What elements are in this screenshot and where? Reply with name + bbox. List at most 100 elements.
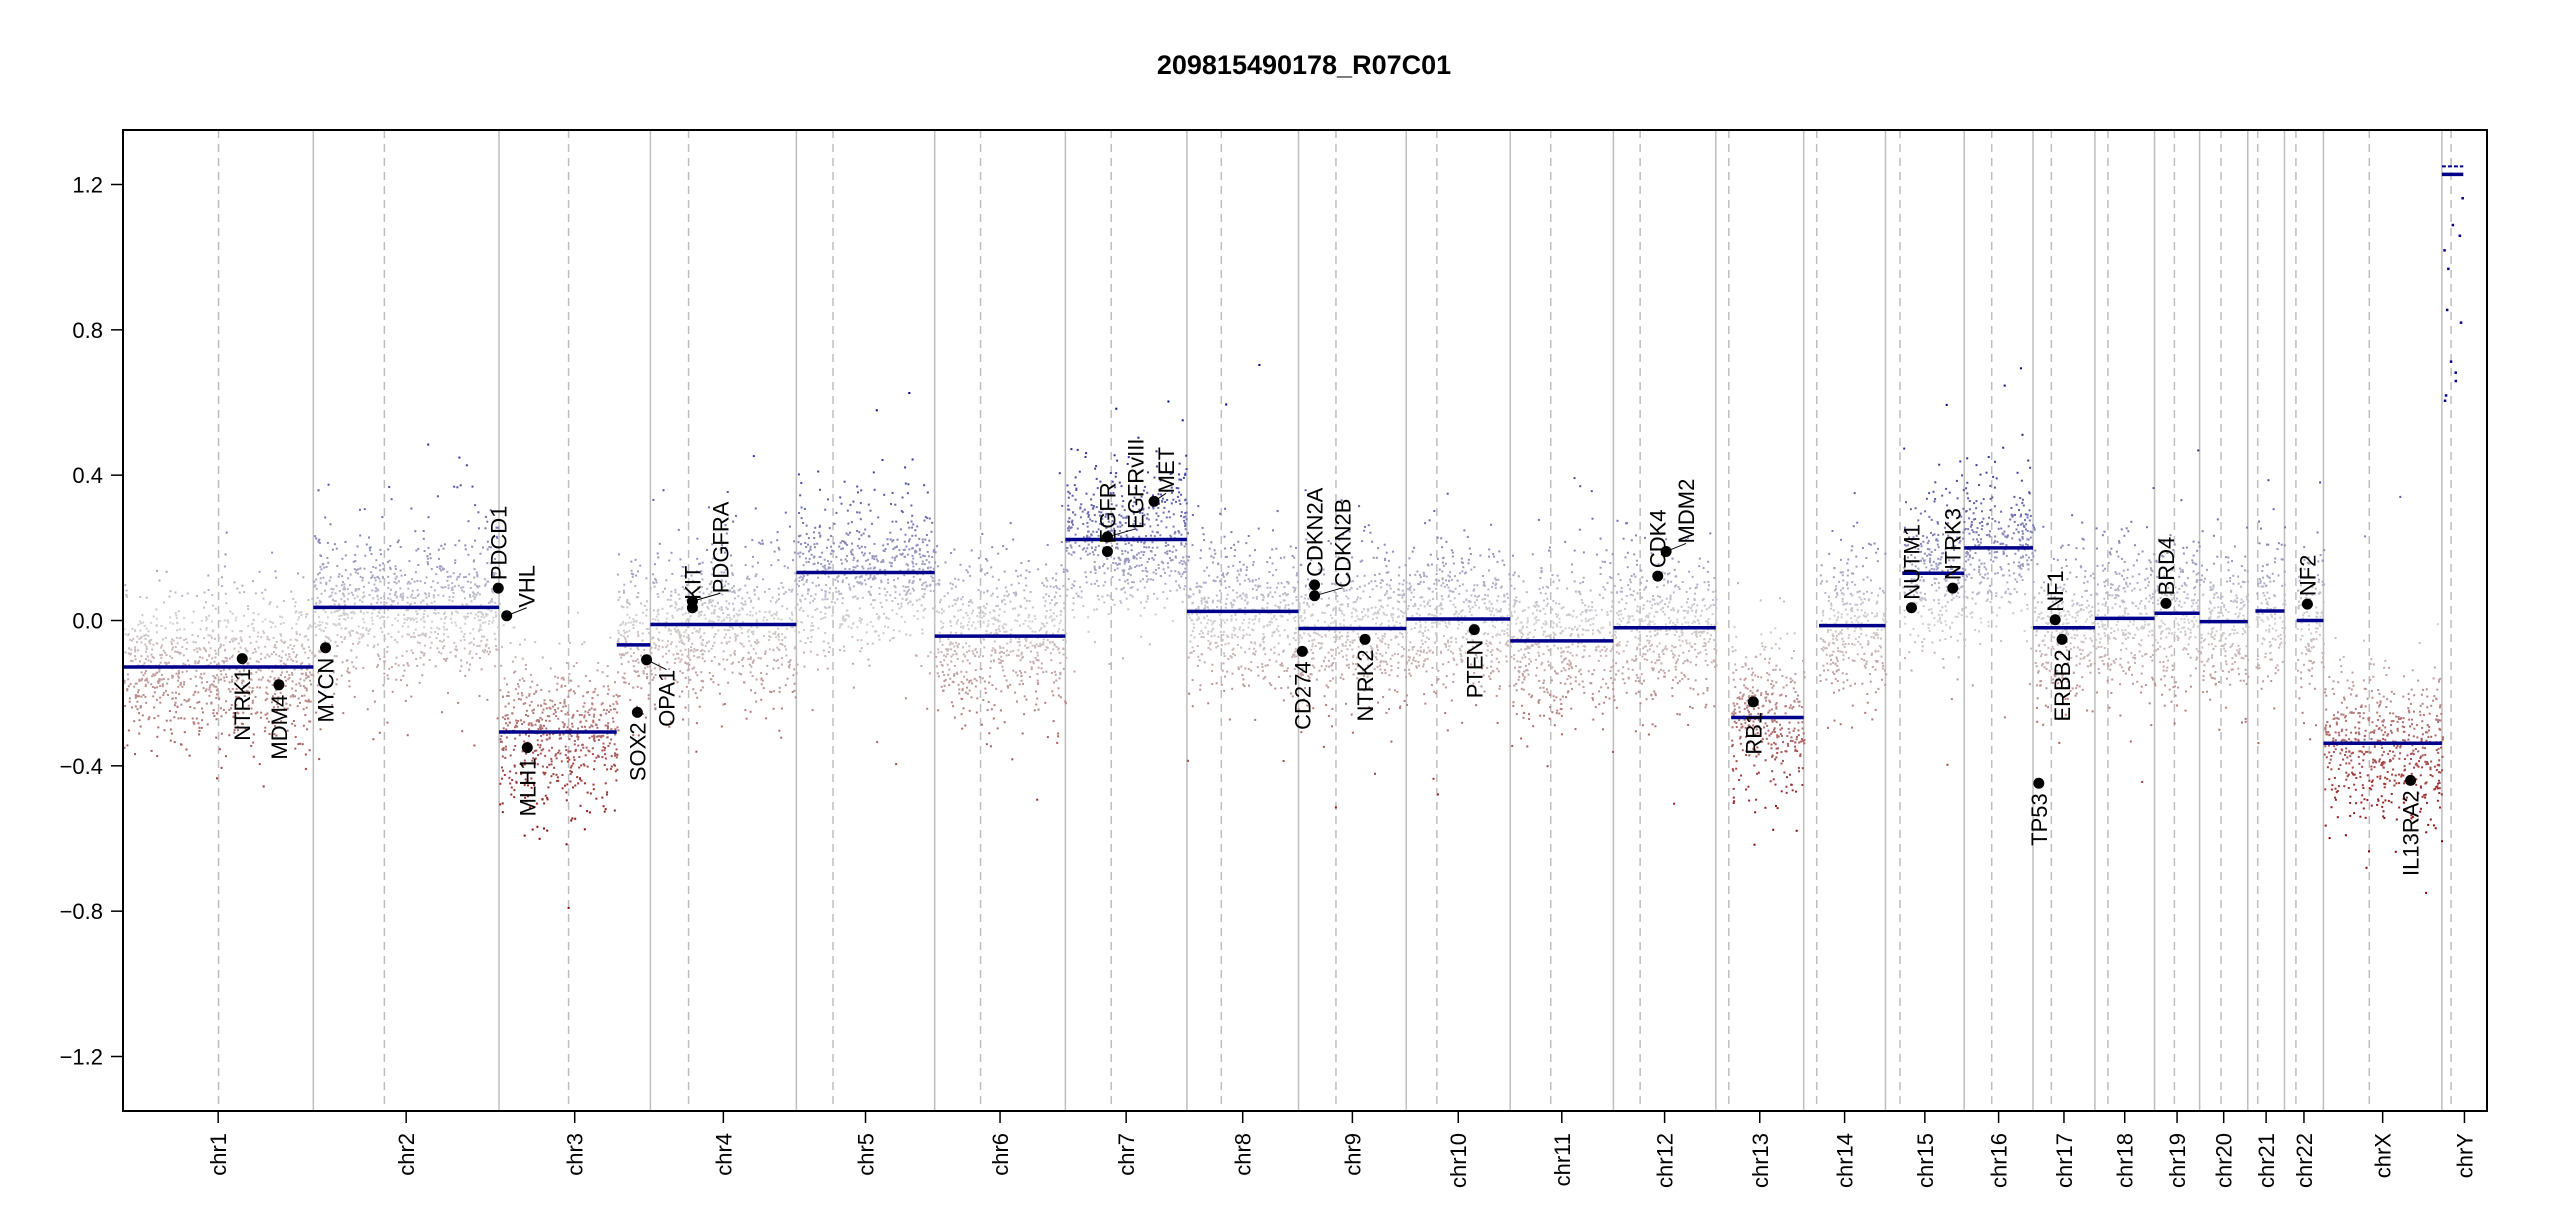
probe-point (953, 599, 955, 601)
probe-point (558, 750, 560, 752)
probe-point (702, 657, 704, 659)
probe-point (1035, 690, 1037, 692)
probe-point (1074, 484, 1076, 486)
probe-point (1175, 557, 1177, 559)
probe-point (387, 549, 389, 551)
probe-point (760, 543, 762, 545)
probe-point (303, 725, 305, 727)
probe-point (139, 596, 141, 598)
probe-point (604, 747, 606, 749)
probe-point (966, 569, 968, 571)
probe-point (1182, 563, 1184, 565)
probe-point (483, 636, 485, 638)
probe-point (1034, 618, 1036, 620)
probe-point (726, 659, 728, 661)
probe-point (440, 652, 442, 654)
probe-point (336, 565, 338, 567)
probe-point (840, 593, 842, 595)
probe-point (1048, 595, 1050, 597)
probe-point (268, 655, 270, 657)
probe-point (1093, 554, 1095, 556)
probe-point (554, 704, 556, 706)
probe-point (497, 717, 499, 719)
probe-point (851, 627, 853, 629)
probe-point (1057, 648, 1059, 650)
probe-point (1087, 554, 1089, 556)
probe-point (975, 686, 977, 688)
probe-point (990, 660, 992, 662)
probe-point (967, 693, 969, 695)
probe-point (1072, 511, 1074, 513)
probe-point (707, 606, 709, 608)
probe-point (1001, 651, 1003, 653)
probe-point (236, 588, 238, 590)
probe-point (689, 659, 691, 661)
probe-point (842, 597, 844, 599)
probe-point (1169, 550, 1171, 552)
probe-point (305, 614, 307, 616)
probe-point (546, 766, 548, 768)
probe-point (864, 546, 866, 548)
probe-point (952, 583, 954, 585)
probe-point (404, 618, 406, 620)
probe-point (755, 575, 757, 577)
probe-point (554, 676, 556, 678)
probe-point (524, 702, 526, 704)
probe-point (1037, 673, 1039, 675)
probe-point (177, 706, 179, 708)
probe-point (282, 650, 284, 652)
probe-point (912, 558, 914, 560)
probe-point (395, 565, 397, 567)
probe-point (1063, 571, 1065, 573)
probe-point (994, 649, 996, 651)
probe-point (520, 699, 522, 701)
probe-point (294, 695, 296, 697)
probe-point (503, 747, 505, 749)
probe-point (1107, 567, 1109, 569)
probe-point (1045, 617, 1047, 619)
probe-point (787, 678, 789, 680)
probe-point (680, 650, 682, 652)
probe-point (452, 600, 454, 602)
probe-point (750, 671, 752, 673)
probe-point (402, 595, 404, 597)
probe-point (325, 627, 327, 629)
probe-point (653, 609, 655, 611)
probe-point (543, 709, 545, 711)
probe-point (1051, 599, 1053, 601)
probe-point (928, 561, 930, 563)
probe-point (864, 553, 866, 555)
probe-point (835, 556, 837, 558)
probe-point (1168, 511, 1170, 513)
probe-point (379, 569, 381, 571)
probe-point (210, 635, 212, 637)
probe-point (934, 606, 936, 608)
probe-point (1000, 709, 1002, 711)
probe-point (823, 650, 825, 652)
probe-point (828, 651, 830, 653)
probe-point (140, 726, 142, 728)
probe-point (809, 558, 811, 560)
probe-point (335, 592, 337, 594)
probe-point (311, 626, 313, 628)
probe-point (216, 718, 218, 720)
probe-point (411, 578, 413, 580)
probe-point (756, 679, 758, 681)
probe-point (829, 527, 831, 529)
probe-point (540, 735, 542, 737)
probe-point (137, 695, 139, 697)
probe-point (942, 622, 944, 624)
probe-point (734, 633, 736, 635)
probe-point (461, 590, 463, 592)
probe-point (768, 631, 770, 633)
probe-point (909, 579, 911, 581)
probe-point (790, 659, 792, 661)
probe-point (523, 721, 525, 723)
probe-point (295, 639, 297, 641)
probe-point (908, 527, 910, 529)
probe-point (415, 550, 417, 552)
probe-point (162, 685, 164, 687)
probe-point (1068, 553, 1070, 555)
probe-point (550, 758, 552, 760)
probe-point (874, 567, 876, 569)
